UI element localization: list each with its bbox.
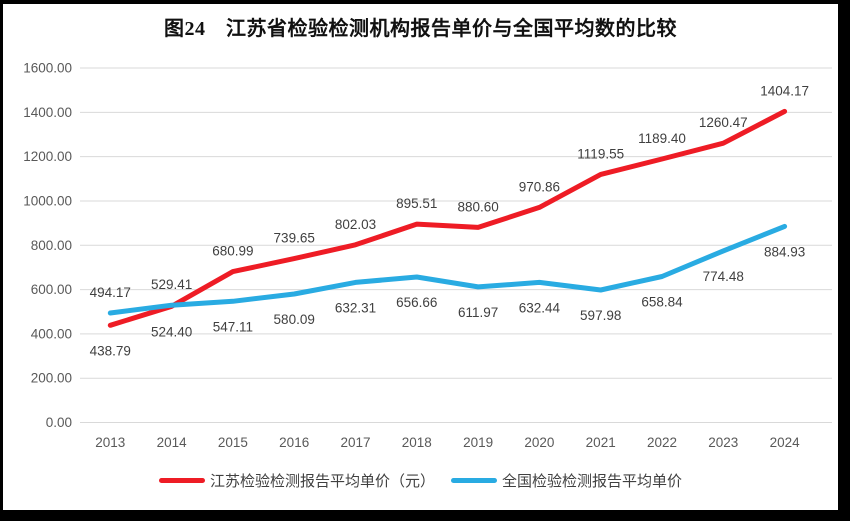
- x-axis-tick-label: 2024: [770, 435, 801, 450]
- data-label-jiangsu: 1119.55: [577, 146, 624, 161]
- y-axis-tick-label: 1600.00: [23, 61, 72, 76]
- y-axis-tick-label: 800.00: [31, 238, 72, 253]
- y-axis-tick-label: 1400.00: [23, 105, 72, 120]
- data-label-national: 884.93: [764, 244, 805, 259]
- chart-plot: 0.00 200.00 400.00 600.00 800.00 1000.00 1200.…: [23, 61, 832, 450]
- legend-swatch-national: [451, 478, 497, 483]
- x-axis-tick-label: 2017: [340, 435, 370, 450]
- x-axis-tick-label: 2013: [95, 435, 125, 450]
- series-line-jiangsu: [107, 108, 788, 328]
- data-label-jiangsu: 1189.40: [638, 131, 686, 146]
- data-label-national: 494.17: [90, 285, 131, 300]
- legend-label-national: 全国检验检测报告平均单价: [502, 473, 683, 490]
- data-label-jiangsu: 524.40: [151, 324, 192, 339]
- x-axis-tick-label: 2018: [402, 435, 432, 450]
- data-label-national: 658.84: [641, 295, 683, 310]
- data-label-national: 611.97: [458, 305, 498, 320]
- data-label-jiangsu: 895.51: [396, 196, 437, 211]
- x-axis-tick-label: 2016: [279, 435, 309, 450]
- chart-title: 图24 江苏省检验检测机构报告单价与全国平均数的比较: [164, 18, 677, 40]
- chart-legend: 江苏检验检测报告平均单价（元） 全国检验检测报告平均单价: [3, 470, 838, 491]
- data-label-jiangsu: 1260.47: [699, 115, 748, 130]
- data-label-jiangsu: 880.60: [457, 199, 498, 214]
- x-axis-tick-label: 2023: [708, 435, 738, 450]
- data-label-national: 529.41: [151, 277, 192, 292]
- data-label-national: 580.09: [274, 312, 315, 327]
- series-line-national: [107, 223, 788, 316]
- data-label-jiangsu: 438.79: [90, 343, 131, 358]
- y-axis-tick-label: 600.00: [31, 282, 72, 297]
- y-axis-tick-label: 400.00: [31, 326, 72, 341]
- data-label-jiangsu: 970.86: [519, 179, 560, 194]
- y-axis-tick-label: 1200.00: [23, 149, 72, 164]
- x-axis-tick-label: 2014: [157, 435, 188, 450]
- x-axis-tick-label: 2015: [218, 435, 248, 450]
- legend-item-jiangsu: 江苏检验检测报告平均单价（元）: [158, 470, 435, 491]
- y-axis-tick-label: 1000.00: [23, 193, 72, 208]
- x-axis-tick-label: 2022: [647, 435, 677, 450]
- data-label-jiangsu: 802.03: [335, 217, 376, 232]
- y-axis-tick-label: 0.00: [46, 415, 72, 430]
- data-label-national: 632.31: [335, 300, 376, 315]
- data-label-jiangsu: 1404.17: [760, 83, 809, 98]
- data-label-national: 632.44: [519, 300, 561, 315]
- data-label-jiangsu: 680.99: [212, 244, 253, 259]
- legend-item-national: 全国检验检测报告平均单价: [451, 470, 682, 491]
- data-label-national: 597.98: [580, 308, 621, 323]
- x-axis-tick-label: 2019: [463, 435, 493, 450]
- y-axis-tick-label: 200.00: [31, 371, 72, 386]
- data-label-national: 547.11: [213, 319, 253, 334]
- data-label-national: 774.48: [703, 269, 744, 284]
- x-axis-tick-label: 2021: [586, 435, 616, 450]
- data-label-jiangsu: 739.65: [274, 231, 315, 246]
- legend-swatch-jiangsu: [158, 478, 205, 483]
- x-axis-tick-label: 2020: [524, 435, 554, 450]
- legend-label-jiangsu: 江苏检验检测报告平均单价（元）: [209, 473, 435, 490]
- data-label-national: 656.66: [396, 295, 437, 310]
